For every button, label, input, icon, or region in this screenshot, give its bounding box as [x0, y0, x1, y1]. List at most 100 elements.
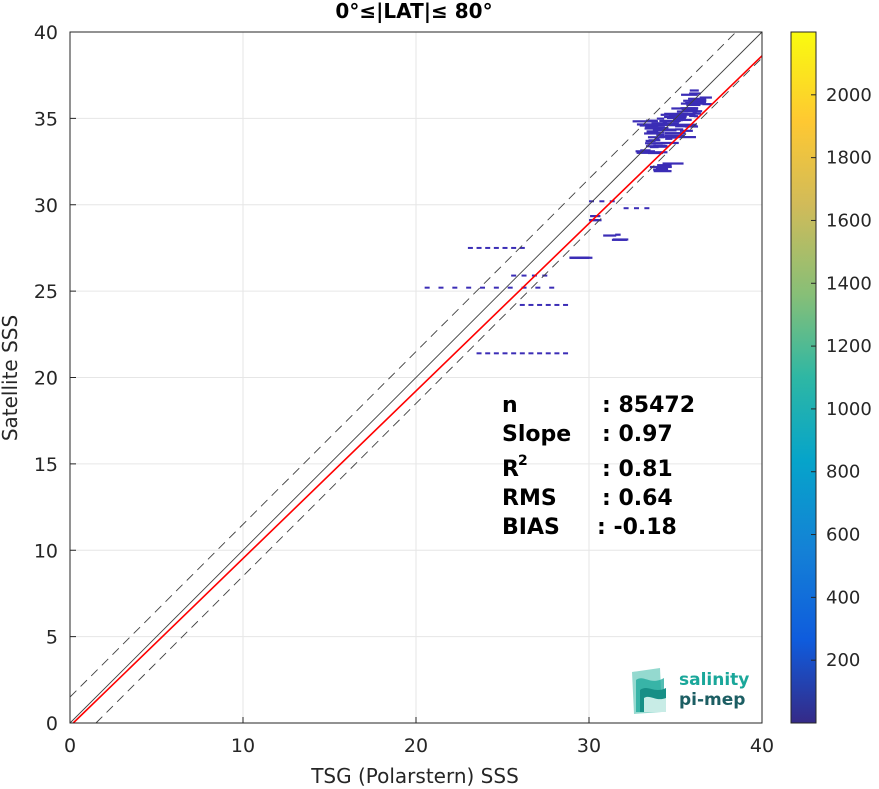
density-cell: [493, 286, 499, 289]
density-cell: [611, 238, 627, 241]
density-cell: [664, 134, 685, 137]
density-cell: [633, 207, 639, 210]
salinity-pimep-logo: salinity pi-mep: [632, 668, 749, 714]
density-cell: [646, 130, 659, 133]
colorbar-tick-label: 2000: [826, 85, 872, 106]
density-cell: [665, 137, 673, 140]
density-cell: [521, 286, 527, 289]
colorbar-tick-label: 1600: [826, 210, 872, 231]
stat-slope-value: : 0.97: [602, 422, 673, 447]
density-cell: [644, 207, 650, 210]
density-cell: [646, 151, 668, 154]
stat-n-value: : 85472: [602, 393, 695, 418]
density-cell: [603, 234, 617, 237]
density-cell: [693, 115, 699, 118]
density-cell: [519, 246, 525, 249]
density-cell: [689, 89, 699, 92]
density-cell: [702, 103, 712, 106]
density-cell: [519, 352, 525, 355]
y-tick-label: 5: [46, 627, 58, 649]
density-cell: [655, 167, 668, 170]
density-cell: [653, 144, 668, 147]
density-cell: [476, 246, 482, 249]
y-tick-label: 10: [34, 540, 58, 562]
density-cell: [563, 303, 569, 306]
density-cell: [542, 274, 548, 277]
y-axis-label: Satellite SSS: [0, 315, 22, 441]
y-tick-label: 25: [34, 281, 58, 303]
colorbar-tick-label: 800: [826, 462, 860, 483]
density-cell: [669, 113, 674, 117]
density-cell: [640, 123, 662, 126]
density-cell: [692, 112, 701, 115]
density-cell: [662, 120, 680, 123]
colorbar: [790, 31, 817, 724]
density-cell: [680, 113, 696, 116]
density-cell: [688, 97, 707, 100]
density-cell: [545, 303, 551, 306]
density-cell: [644, 127, 662, 130]
density-cell: [689, 114, 696, 118]
density-cell: [535, 286, 541, 289]
colorbar-tick-label: 600: [826, 525, 860, 546]
density-cell: [636, 151, 657, 154]
density-cell: [635, 150, 656, 153]
x-tick-label: 20: [404, 735, 428, 757]
stat-n-label: n: [502, 393, 518, 418]
x-tick-labels: 0 10 20 30 40: [64, 735, 774, 757]
density-cell: [545, 352, 551, 355]
identity_minus-line: [95, 57, 763, 724]
density-cell: [682, 109, 698, 112]
density-cell: [684, 125, 699, 128]
stat-rms-label: RMS: [502, 486, 557, 511]
density-cell: [563, 352, 569, 355]
density-cell: [649, 165, 672, 169]
density-cell: [645, 145, 661, 148]
density-cell: [493, 352, 499, 355]
chart-title: 0°≤|LAT|≤ 80°: [335, 0, 492, 23]
density-cell: [681, 107, 699, 110]
density-cell: [589, 219, 602, 222]
density-cells: [424, 89, 712, 355]
y-tick-label: 35: [34, 108, 58, 130]
regression-line: [72, 55, 763, 724]
density-cell: [507, 286, 513, 289]
y-tick-label: 20: [34, 368, 58, 390]
identity_plus-line: [69, 31, 737, 698]
logo-text-salinity: salinity: [679, 670, 749, 690]
density-cell: [502, 246, 508, 249]
density-cell: [549, 286, 555, 289]
density-cell: [652, 142, 663, 145]
y-tick-label: 40: [34, 22, 58, 44]
density-cell: [660, 135, 673, 138]
stat-r2-value: : 0.81: [602, 457, 673, 482]
density-cell: [657, 164, 672, 167]
identity-line: [69, 31, 763, 724]
density-cell: [673, 123, 696, 126]
density-cell: [623, 207, 629, 210]
density-cell: [645, 126, 665, 129]
density-cell: [452, 286, 458, 289]
density-cell: [673, 117, 683, 120]
colorbar-tick-label: 1400: [826, 273, 872, 294]
logo-waves-icon: [632, 668, 666, 714]
density-cell: [688, 101, 704, 104]
density-cell: [537, 352, 543, 355]
density-cell: [493, 246, 499, 249]
stat-bias-value: : -0.18: [597, 515, 677, 540]
y-tick-label: 30: [34, 195, 58, 217]
density-cell: [438, 286, 444, 289]
density-cell: [674, 136, 696, 139]
y-tick-label: 0: [46, 713, 58, 735]
colorbar-tick-label: 200: [826, 650, 860, 671]
density-cell: [675, 128, 684, 131]
density-cell: [519, 303, 525, 306]
density-cell: [683, 99, 696, 102]
density-cell: [615, 233, 621, 236]
density-cell: [691, 99, 707, 102]
density-cell: [569, 256, 590, 259]
y-tick-labels: 0 5 10 15 20 25 30 35 40: [34, 22, 58, 735]
density-cell: [664, 132, 686, 135]
density-cell: [511, 274, 517, 277]
density-cell: [699, 96, 712, 99]
